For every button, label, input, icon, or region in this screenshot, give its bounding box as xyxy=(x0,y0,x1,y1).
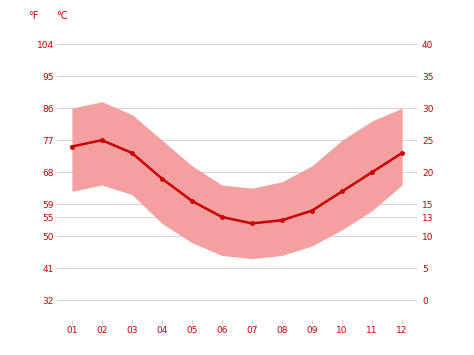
Text: °F: °F xyxy=(28,11,38,21)
Text: °C: °C xyxy=(56,11,67,21)
